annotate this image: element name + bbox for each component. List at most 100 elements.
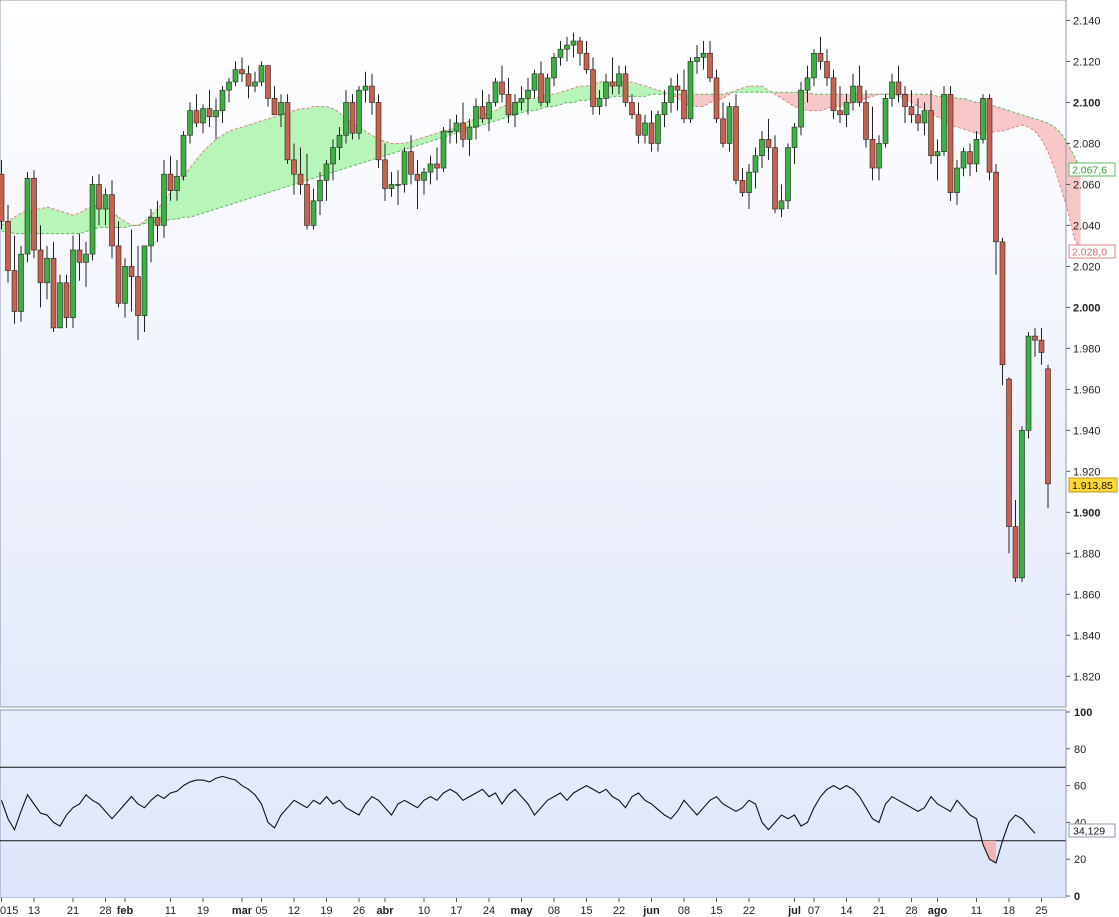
candle-body — [336, 134, 343, 148]
ma-cloud-segment — [73, 213, 80, 234]
candle-down — [915, 98, 921, 132]
candle-body — [889, 81, 895, 99]
ma-cloud-segment — [697, 94, 704, 107]
ma-cloud-segment — [742, 86, 749, 93]
ma-cloud-segment — [183, 168, 190, 218]
candle-body — [655, 114, 661, 144]
ma-cloud-segment — [255, 120, 262, 197]
candle-body — [63, 282, 70, 318]
price-tick-label: 2.020 — [1073, 261, 1101, 273]
candle-body — [76, 249, 83, 263]
candle-body — [538, 73, 544, 103]
candle-up — [447, 118, 453, 144]
candle-body — [440, 130, 447, 169]
candle-up — [785, 143, 791, 210]
candle-up — [180, 131, 187, 181]
candle-down — [830, 69, 837, 119]
candle-down — [674, 73, 681, 111]
candle-body — [102, 194, 109, 210]
candle-up — [161, 159, 167, 238]
candle-down — [245, 65, 252, 99]
candle-body — [733, 106, 739, 181]
candle-up — [694, 45, 700, 74]
candle-down — [31, 170, 37, 259]
candle-down — [271, 86, 278, 116]
candle-down — [193, 94, 200, 128]
candle-body — [830, 77, 837, 111]
candle-up — [427, 155, 434, 185]
candle-up — [746, 163, 752, 210]
candle-down — [96, 174, 102, 226]
candle-down — [733, 94, 739, 185]
candle-body — [596, 98, 603, 107]
candle-up — [668, 77, 674, 113]
candle-up — [882, 94, 889, 148]
candle-body — [180, 134, 187, 177]
ma-cloud-segment — [1048, 122, 1055, 169]
candle-body — [408, 151, 414, 175]
candle-up — [24, 172, 31, 263]
candle-body — [551, 57, 557, 79]
candle-body — [232, 69, 239, 83]
ma-cloud-segment — [359, 127, 366, 164]
candle-up — [512, 94, 518, 128]
candle-up — [278, 94, 284, 128]
candle-body — [323, 163, 330, 181]
candle-down — [1045, 364, 1051, 509]
candle-up — [921, 102, 928, 136]
candle-down — [304, 153, 310, 230]
candle-body — [122, 266, 128, 304]
ma-cloud-segment — [60, 211, 67, 234]
candle-body — [44, 257, 50, 284]
candle-up — [700, 40, 707, 70]
time-day-label: 21 — [873, 905, 885, 917]
candle-down — [1006, 377, 1012, 554]
price-tick-label: 1.900 — [1073, 507, 1101, 519]
candle-body — [785, 147, 791, 202]
ma-cloud-segment — [573, 86, 580, 103]
candle-body — [791, 126, 798, 148]
candle-up — [89, 176, 96, 261]
candle-down — [128, 229, 135, 312]
oscillator-tick-label: 0 — [1074, 891, 1080, 903]
candle-up — [148, 209, 154, 263]
candle-body — [278, 102, 284, 116]
candle-body — [304, 184, 310, 226]
candle-body — [252, 81, 258, 87]
time-day-label: 11 — [165, 905, 176, 917]
candle-body — [330, 147, 336, 165]
price-tick-label: 1.940 — [1073, 425, 1101, 437]
candle-up — [187, 102, 193, 144]
candle-body — [609, 81, 616, 87]
candle-up — [960, 147, 967, 177]
candle-body — [284, 102, 291, 161]
ma-cloud-segment — [1041, 120, 1048, 152]
candle-down — [908, 90, 915, 123]
candle-down — [5, 204, 11, 283]
candle-up — [362, 71, 369, 103]
ma-cloud-segment — [788, 92, 795, 107]
candle-body — [564, 44, 570, 50]
candle-down — [635, 102, 642, 144]
candle-down — [928, 90, 934, 164]
candle-body — [603, 81, 609, 99]
oscillator-axis-background — [1066, 710, 1119, 898]
candle-up — [850, 73, 856, 111]
candle-body — [726, 106, 733, 144]
time-day-label: 25 — [1035, 905, 1047, 917]
candle-down — [590, 57, 596, 115]
candle-up — [310, 188, 317, 230]
candle-down — [1012, 500, 1019, 582]
candle-up — [492, 77, 499, 107]
time-day-label: 15 — [580, 905, 592, 917]
candle-body — [843, 102, 850, 116]
candle-down — [765, 118, 772, 160]
candle-down — [902, 86, 908, 123]
candle-up — [876, 135, 882, 181]
candle-body — [291, 159, 297, 175]
candle-body — [1006, 378, 1012, 527]
candle-body — [434, 163, 440, 169]
candle-down — [817, 36, 824, 70]
candle-down — [538, 61, 544, 107]
time-day-label: 15 — [710, 905, 722, 917]
